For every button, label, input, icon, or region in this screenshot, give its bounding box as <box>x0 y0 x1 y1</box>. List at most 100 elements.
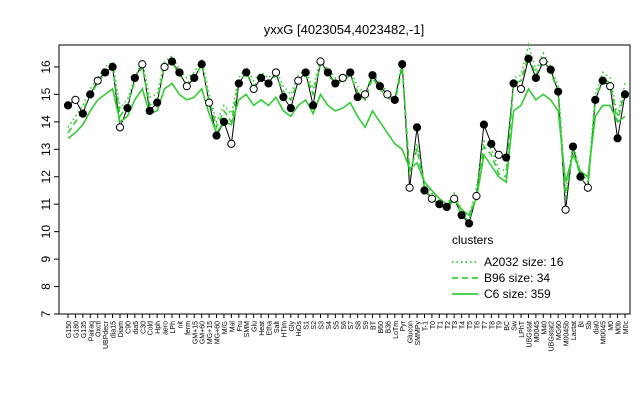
x-tick-label: M0045 <box>534 321 541 343</box>
data-point <box>502 153 511 162</box>
x-tick-label: B36 <box>385 321 392 334</box>
data-point <box>175 68 184 77</box>
data-point <box>516 84 526 94</box>
y-tick-label: 9 <box>39 255 53 262</box>
data-point <box>279 93 288 102</box>
data-point <box>494 150 503 159</box>
plot-frame <box>58 44 631 315</box>
x-tick-label: G180 <box>73 321 80 338</box>
x-tick-label: S4 <box>326 321 333 330</box>
data-point <box>101 68 110 77</box>
data-point <box>583 183 592 192</box>
data-point <box>398 60 407 69</box>
x-tick-label: HTim <box>281 321 288 338</box>
chart-title: yxxG [4023054,4023482,-1] <box>264 22 424 37</box>
series-line-1 <box>67 41 626 217</box>
data-point <box>167 57 177 66</box>
x-tick-label: S9 <box>363 321 370 330</box>
x-tick-label: Fru <box>237 321 244 332</box>
data-point <box>598 76 607 85</box>
x-tick-label: S3 <box>319 321 326 330</box>
data-point <box>606 82 615 91</box>
data-point <box>420 186 429 195</box>
data-point <box>331 79 340 88</box>
legend: clusters A2032 size: 16 B96 size: 34 C6 si… <box>452 233 564 301</box>
x-tick-label: C90 <box>125 321 132 334</box>
x-tick-label: Sb <box>586 321 593 330</box>
x-tick-label: Mal <box>229 321 236 333</box>
data-point <box>316 57 325 66</box>
data-point <box>472 191 481 201</box>
x-tick-label: M0 <box>608 321 615 331</box>
data-point <box>234 79 243 88</box>
x-tick-label: S7 <box>348 321 355 330</box>
data-point <box>383 90 392 99</box>
data-point <box>620 90 630 99</box>
x-tick-label: Sw <box>512 320 519 331</box>
data-point <box>123 104 132 113</box>
data-point <box>360 90 370 99</box>
x-tick-label: Pyr <box>400 320 407 331</box>
x-tick-label: T0 <box>430 321 437 329</box>
series-line-2 <box>67 53 626 223</box>
x-tick-label: UBPdecr <box>103 320 110 349</box>
x-tick-label: Lactat <box>571 321 578 340</box>
x-tick-label: GM+60 <box>200 321 207 344</box>
x-tick-label: aero <box>163 321 170 335</box>
data-point <box>212 131 221 140</box>
x-tick-label: Salt <box>274 321 281 333</box>
data-point <box>546 65 555 74</box>
data-point <box>450 194 459 203</box>
data-point <box>249 84 258 94</box>
data-point <box>524 54 533 63</box>
x-tick-label: M40 <box>541 321 548 335</box>
x-tick-label: G150 <box>66 321 73 338</box>
x-tick-label: C30 <box>140 321 147 334</box>
data-point <box>93 76 102 85</box>
data-point <box>294 76 303 85</box>
y-tick-label: 8 <box>39 283 53 290</box>
legend-label-1: B96 size: 34 <box>484 271 550 285</box>
x-tick-label: Etha <box>267 321 274 336</box>
data-point <box>78 109 87 118</box>
x-tick-label: Heat <box>259 321 266 336</box>
x-tick-label: T7 <box>482 321 489 329</box>
y-tick-label: 7 <box>39 310 53 317</box>
data-point <box>219 117 229 126</box>
legend-title: clusters <box>452 233 493 247</box>
y-axis: 7 8 9 10 11 12 13 14 15 16 <box>39 60 59 317</box>
x-tick-label: MG60 <box>556 321 563 340</box>
x-tick-label: Mt0045 <box>601 321 608 344</box>
x-tick-label: ferm <box>185 321 192 335</box>
data-point <box>138 60 147 69</box>
data-point <box>353 93 362 102</box>
data-point <box>487 139 496 148</box>
data-point <box>390 95 399 104</box>
data-point <box>197 60 206 69</box>
x-tick-label: S1 <box>304 321 311 330</box>
data-point <box>457 211 466 220</box>
x-tick-label: dia0 <box>593 321 600 334</box>
data-point <box>115 123 125 132</box>
data-point <box>130 73 139 83</box>
x-tick-label: S5 <box>333 321 340 330</box>
data-point <box>568 142 578 151</box>
x-tick-label: Oxctl <box>96 321 103 337</box>
x-tick-label: T5 <box>467 321 474 329</box>
x-tick-label: nit <box>177 321 184 328</box>
x-tick-label: B60 <box>378 321 385 334</box>
data-point <box>613 134 622 143</box>
x-tick-label: GM+15 <box>192 321 199 344</box>
data-point <box>412 123 422 132</box>
data-point <box>190 73 199 83</box>
y-tick-label: 15 <box>39 87 53 101</box>
x-tick-label: MG+15 <box>207 321 214 344</box>
data-point <box>286 104 295 113</box>
data-point <box>591 95 600 104</box>
x-tick-label: T9 <box>497 321 504 329</box>
y-tick-label: 16 <box>39 60 53 74</box>
x-tick-label: MG+60 <box>215 321 222 344</box>
x-tick-label: M/G <box>222 321 229 334</box>
x-tick-label: dia15 <box>111 321 118 338</box>
data-point <box>271 68 281 77</box>
